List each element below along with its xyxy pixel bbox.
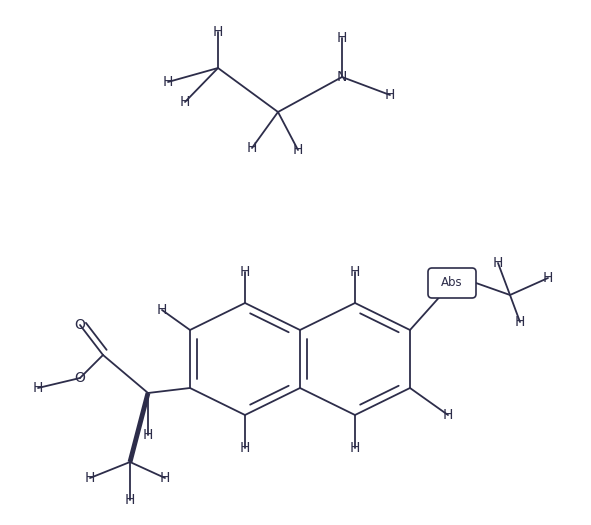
- Text: O: O: [74, 371, 86, 385]
- Text: N: N: [337, 70, 347, 84]
- Text: H: H: [443, 408, 453, 422]
- Text: H: H: [160, 471, 170, 485]
- Text: H: H: [163, 75, 173, 89]
- Text: H: H: [213, 25, 223, 39]
- Text: H: H: [493, 256, 503, 270]
- Text: O: O: [74, 318, 86, 332]
- Text: H: H: [515, 315, 525, 329]
- Text: Abs: Abs: [441, 277, 463, 289]
- FancyBboxPatch shape: [428, 268, 476, 298]
- Text: H: H: [85, 471, 95, 485]
- Text: H: H: [240, 441, 250, 455]
- Text: H: H: [385, 88, 395, 102]
- Text: H: H: [240, 265, 250, 279]
- Text: H: H: [293, 143, 303, 157]
- Text: H: H: [180, 95, 190, 109]
- Text: H: H: [350, 265, 360, 279]
- Text: H: H: [125, 493, 135, 507]
- Text: H: H: [247, 141, 257, 155]
- Text: H: H: [543, 271, 553, 285]
- Text: H: H: [337, 31, 347, 45]
- Text: H: H: [33, 381, 43, 395]
- Text: H: H: [143, 428, 153, 442]
- Text: H: H: [157, 303, 167, 317]
- Text: H: H: [350, 441, 360, 455]
